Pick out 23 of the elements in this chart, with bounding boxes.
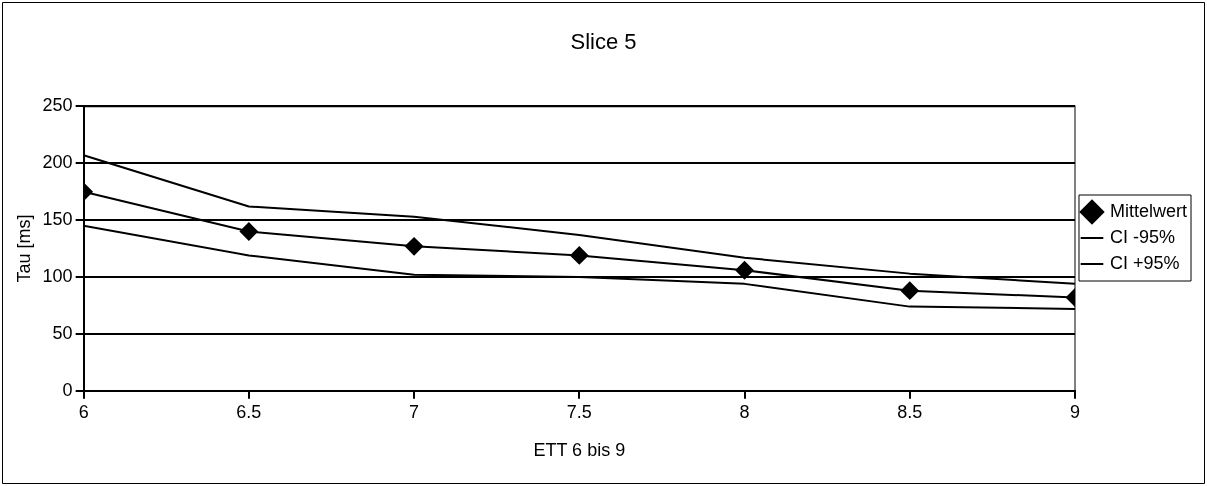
legend-label: Mittelwert [1109,200,1188,221]
x-tick-label: 8.5 [897,401,923,422]
y-tick-label: 0 [62,379,73,400]
y-tick-label: 250 [42,95,73,116]
y-tick-label: 200 [42,152,73,173]
point [570,246,589,265]
legend-label: CI +95% [1109,252,1180,273]
x-tick-label: 9 [1069,401,1080,422]
x-tick-label: 8 [739,401,750,422]
point [405,237,424,256]
point [735,261,754,280]
x-axis-title: ETT 6 bis 9 [533,440,626,461]
y-tick-label: 100 [42,266,73,287]
x-tick-label: 6.5 [236,401,262,422]
legend-label: CI -95% [1109,226,1176,247]
x-tick-label: 6 [78,401,89,422]
y-tick-label: 50 [52,322,73,343]
x-tick-label: 7.5 [566,401,592,422]
y-axis-title: Tau [ms] [13,214,34,283]
y-tick-label: 150 [42,209,73,230]
point [900,281,919,300]
chart-title: Slice 5 [570,29,637,55]
x-tick-label: 7 [409,401,420,422]
